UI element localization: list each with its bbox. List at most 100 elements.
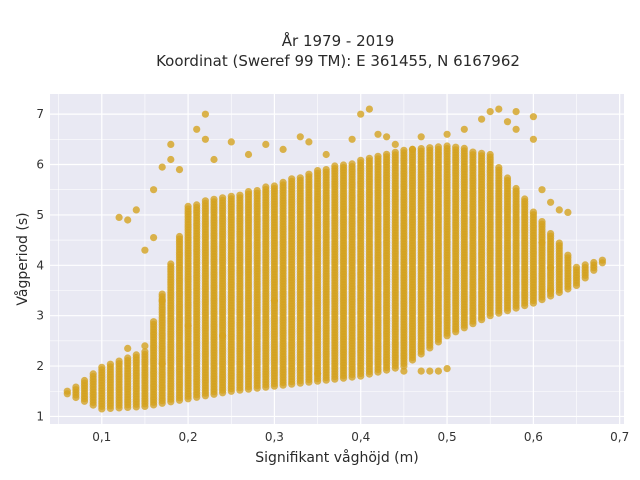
data-point	[529, 135, 538, 143]
data-points	[63, 105, 607, 413]
data-point	[383, 133, 391, 141]
data-point	[400, 367, 408, 375]
y-tick-label: 6	[36, 158, 44, 172]
data-point	[227, 192, 235, 200]
data-point	[512, 108, 520, 116]
data-point	[538, 218, 546, 226]
data-point	[564, 251, 572, 259]
x-tick-label: 0,3	[265, 430, 284, 444]
data-point	[158, 297, 166, 305]
data-point	[357, 110, 365, 118]
y-tick-label: 7	[36, 107, 44, 121]
data-point	[357, 156, 365, 164]
data-point	[201, 197, 209, 205]
data-point	[383, 150, 391, 158]
data-point	[279, 145, 287, 153]
data-point	[322, 150, 330, 159]
data-point	[167, 155, 175, 164]
data-point	[408, 145, 417, 153]
data-point	[590, 258, 598, 267]
data-point	[374, 152, 382, 160]
data-point	[331, 162, 339, 170]
data-point	[469, 148, 477, 156]
data-point	[80, 376, 89, 385]
data-point	[365, 105, 373, 113]
data-point	[322, 166, 330, 174]
data-point	[348, 135, 356, 143]
data-point	[175, 166, 184, 174]
data-point	[167, 140, 175, 148]
data-point	[158, 359, 166, 368]
data-point	[443, 130, 451, 138]
data-point	[348, 160, 356, 168]
data-point	[529, 208, 538, 216]
data-point	[141, 348, 149, 356]
data-point	[434, 143, 442, 151]
data-point	[547, 230, 555, 238]
data-point	[547, 286, 555, 295]
data-point	[503, 174, 512, 182]
data-point	[305, 170, 313, 178]
data-point	[417, 367, 425, 375]
data-point	[210, 155, 218, 164]
data-point	[529, 113, 538, 121]
data-point	[115, 213, 123, 221]
data-point	[365, 154, 373, 162]
data-point	[253, 187, 261, 195]
data-point	[167, 260, 175, 268]
x-tick-label: 0,6	[524, 430, 543, 444]
data-point	[158, 163, 166, 171]
data-point	[141, 342, 149, 350]
data-point	[538, 239, 546, 247]
data-point	[478, 115, 486, 123]
data-point	[443, 365, 451, 373]
data-point	[262, 140, 270, 148]
data-point	[547, 264, 555, 272]
data-point	[296, 133, 304, 141]
y-tick-label: 3	[36, 309, 44, 323]
x-tick-label: 0,4	[351, 430, 370, 444]
data-point	[175, 232, 184, 241]
data-point	[106, 360, 114, 368]
data-point	[339, 161, 348, 169]
data-point	[63, 387, 71, 395]
data-point	[452, 143, 460, 151]
data-point	[314, 167, 322, 175]
data-point	[270, 182, 278, 190]
data-point	[124, 216, 132, 224]
data-point	[296, 174, 304, 182]
data-point	[495, 164, 503, 172]
data-point	[547, 198, 555, 206]
data-point	[555, 239, 563, 247]
data-point	[193, 201, 201, 209]
data-point	[400, 146, 408, 154]
data-point	[391, 140, 399, 148]
data-point	[124, 344, 132, 352]
data-point	[426, 144, 434, 152]
data-point	[89, 370, 97, 378]
data-point	[512, 184, 520, 193]
data-point	[478, 149, 486, 157]
chart-subtitle: Koordinat (Sweref 99 TM): E 361455, N 61…	[156, 52, 520, 70]
data-point	[460, 144, 468, 152]
chart-title: År 1979 - 2019	[282, 31, 395, 50]
x-axis-label: Signifikant våghöjd (m)	[255, 449, 418, 466]
data-point	[305, 138, 313, 146]
data-point	[132, 206, 140, 214]
x-tick-labels: 0,1 0,2 0,3 0,4 0,5 0,6 0,7	[92, 430, 629, 444]
data-point	[417, 145, 425, 153]
data-point	[521, 195, 529, 203]
data-point	[486, 150, 494, 159]
data-point	[219, 194, 227, 202]
data-point	[262, 183, 270, 191]
data-point	[538, 186, 546, 194]
y-tick-label: 1	[36, 409, 44, 423]
data-point	[417, 133, 425, 141]
y-tick-label: 2	[36, 359, 44, 373]
x-tick-label: 0,5	[438, 430, 457, 444]
data-point	[391, 148, 399, 156]
data-point	[184, 202, 192, 210]
data-point	[495, 105, 503, 113]
y-axis-label: Vågperiod (s)	[14, 212, 31, 305]
data-point	[434, 367, 442, 375]
